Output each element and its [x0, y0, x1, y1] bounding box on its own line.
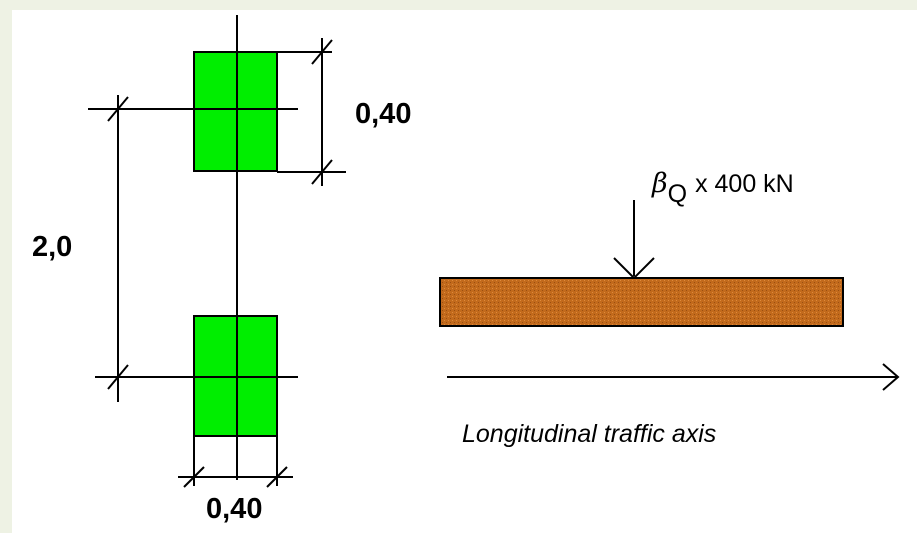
- traffic-axis-caption: Longitudinal traffic axis: [462, 420, 716, 448]
- wheel-length-tick-top: [311, 39, 333, 65]
- load-subscript: Q: [668, 180, 687, 208]
- wheel-width-label: 0,40: [206, 493, 262, 525]
- axle-spacing-tick-top: [107, 96, 129, 122]
- upper-wheel-patch: [193, 51, 278, 172]
- load-magnitude: x 400 kN: [695, 170, 794, 198]
- load-beta-symbol: β: [651, 168, 668, 199]
- axle-spacing-tick-bottom: [107, 364, 129, 390]
- wheel-length-label: 0,40: [355, 98, 411, 130]
- slide-frame-left: [0, 0, 12, 533]
- traffic-axis-arrow-head: [882, 363, 900, 391]
- axle-spacing-label: 2,0: [32, 231, 72, 263]
- beam: [439, 277, 844, 327]
- wheel-width-tick-right: [266, 466, 288, 488]
- wheel-length-tick-bottom: [311, 159, 333, 185]
- load-label: βQ x 400 kN: [651, 168, 794, 208]
- wheel-width-tick-left: [183, 466, 205, 488]
- slide-frame-top: [0, 0, 917, 10]
